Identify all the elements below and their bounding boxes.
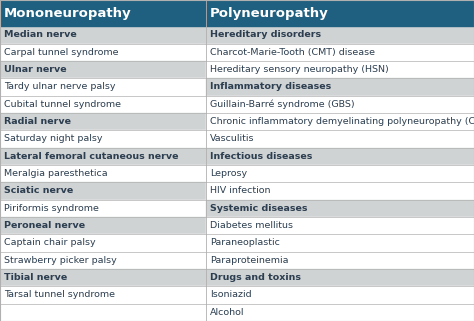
Bar — [0, 252, 206, 269]
Bar — [0, 78, 206, 96]
Text: Cubital tunnel syndrome: Cubital tunnel syndrome — [4, 100, 121, 109]
Bar — [0, 96, 206, 113]
Bar — [0, 269, 206, 286]
Bar — [0, 130, 206, 148]
Text: Lateral femoral cutaneous nerve: Lateral femoral cutaneous nerve — [4, 152, 178, 161]
Bar — [0, 165, 206, 182]
Text: Sciatic nerve: Sciatic nerve — [4, 187, 73, 195]
Bar — [0, 148, 206, 165]
Text: Tarsal tunnel syndrome: Tarsal tunnel syndrome — [4, 291, 115, 299]
Text: Paraproteinemia: Paraproteinemia — [210, 256, 289, 265]
Text: Alcohol: Alcohol — [210, 308, 245, 317]
Text: Isoniazid: Isoniazid — [210, 291, 252, 299]
Text: Tibial nerve: Tibial nerve — [4, 273, 67, 282]
Text: Mononeuropathy: Mononeuropathy — [4, 7, 131, 20]
Bar — [206, 182, 474, 200]
Bar — [206, 234, 474, 252]
Text: Peroneal nerve: Peroneal nerve — [4, 221, 85, 230]
Bar — [0, 61, 206, 78]
Text: Median nerve: Median nerve — [4, 30, 76, 39]
Text: Radial nerve: Radial nerve — [4, 117, 71, 126]
Text: HIV infection: HIV infection — [210, 187, 271, 195]
Text: Meralgia paresthetica: Meralgia paresthetica — [4, 169, 108, 178]
Text: Carpal tunnel syndrome: Carpal tunnel syndrome — [4, 48, 118, 57]
Text: Strawberry picker palsy: Strawberry picker palsy — [4, 256, 117, 265]
Text: Ulnar nerve: Ulnar nerve — [4, 65, 66, 74]
Bar — [0, 304, 206, 321]
Bar — [0, 234, 206, 252]
Text: Hereditary disorders: Hereditary disorders — [210, 30, 321, 39]
Bar — [0, 182, 206, 200]
Bar — [206, 269, 474, 286]
Text: Vasculitis: Vasculitis — [210, 134, 255, 143]
Bar — [206, 78, 474, 96]
Bar — [206, 61, 474, 78]
Bar — [0, 44, 206, 61]
Bar — [206, 130, 474, 148]
Bar — [206, 0, 474, 26]
Text: Tardy ulnar nerve palsy: Tardy ulnar nerve palsy — [4, 82, 115, 91]
Text: Chronic inflammatory demyelinating polyneuropathy (CIDP): Chronic inflammatory demyelinating polyn… — [210, 117, 474, 126]
Text: Systemic diseases: Systemic diseases — [210, 204, 308, 213]
Bar — [0, 0, 206, 26]
Text: Polyneuropathy: Polyneuropathy — [210, 7, 329, 20]
Bar — [206, 217, 474, 234]
Text: Charcot-Marie-Tooth (CMT) disease: Charcot-Marie-Tooth (CMT) disease — [210, 48, 375, 57]
Bar — [0, 200, 206, 217]
Text: Saturday night palsy: Saturday night palsy — [4, 134, 102, 143]
Bar — [206, 165, 474, 182]
Bar — [206, 44, 474, 61]
Bar — [206, 96, 474, 113]
Text: Diabetes mellitus: Diabetes mellitus — [210, 221, 293, 230]
Bar — [206, 200, 474, 217]
Bar — [206, 148, 474, 165]
Bar — [0, 286, 206, 304]
Text: Captain chair palsy: Captain chair palsy — [4, 239, 95, 247]
Bar — [0, 113, 206, 130]
Text: Infectious diseases: Infectious diseases — [210, 152, 312, 161]
Text: Paraneoplastic: Paraneoplastic — [210, 239, 280, 247]
Text: Drugs and toxins: Drugs and toxins — [210, 273, 301, 282]
Text: Guillain-Barré syndrome (GBS): Guillain-Barré syndrome (GBS) — [210, 100, 355, 109]
Bar — [206, 286, 474, 304]
Text: Inflammatory diseases: Inflammatory diseases — [210, 82, 331, 91]
Bar — [0, 217, 206, 234]
Bar — [206, 113, 474, 130]
Text: Hereditary sensory neuropathy (HSN): Hereditary sensory neuropathy (HSN) — [210, 65, 389, 74]
Bar — [0, 26, 206, 44]
Bar — [206, 252, 474, 269]
Bar — [206, 26, 474, 44]
Text: Piriformis syndrome: Piriformis syndrome — [4, 204, 99, 213]
Bar — [206, 304, 474, 321]
Text: Leprosy: Leprosy — [210, 169, 247, 178]
